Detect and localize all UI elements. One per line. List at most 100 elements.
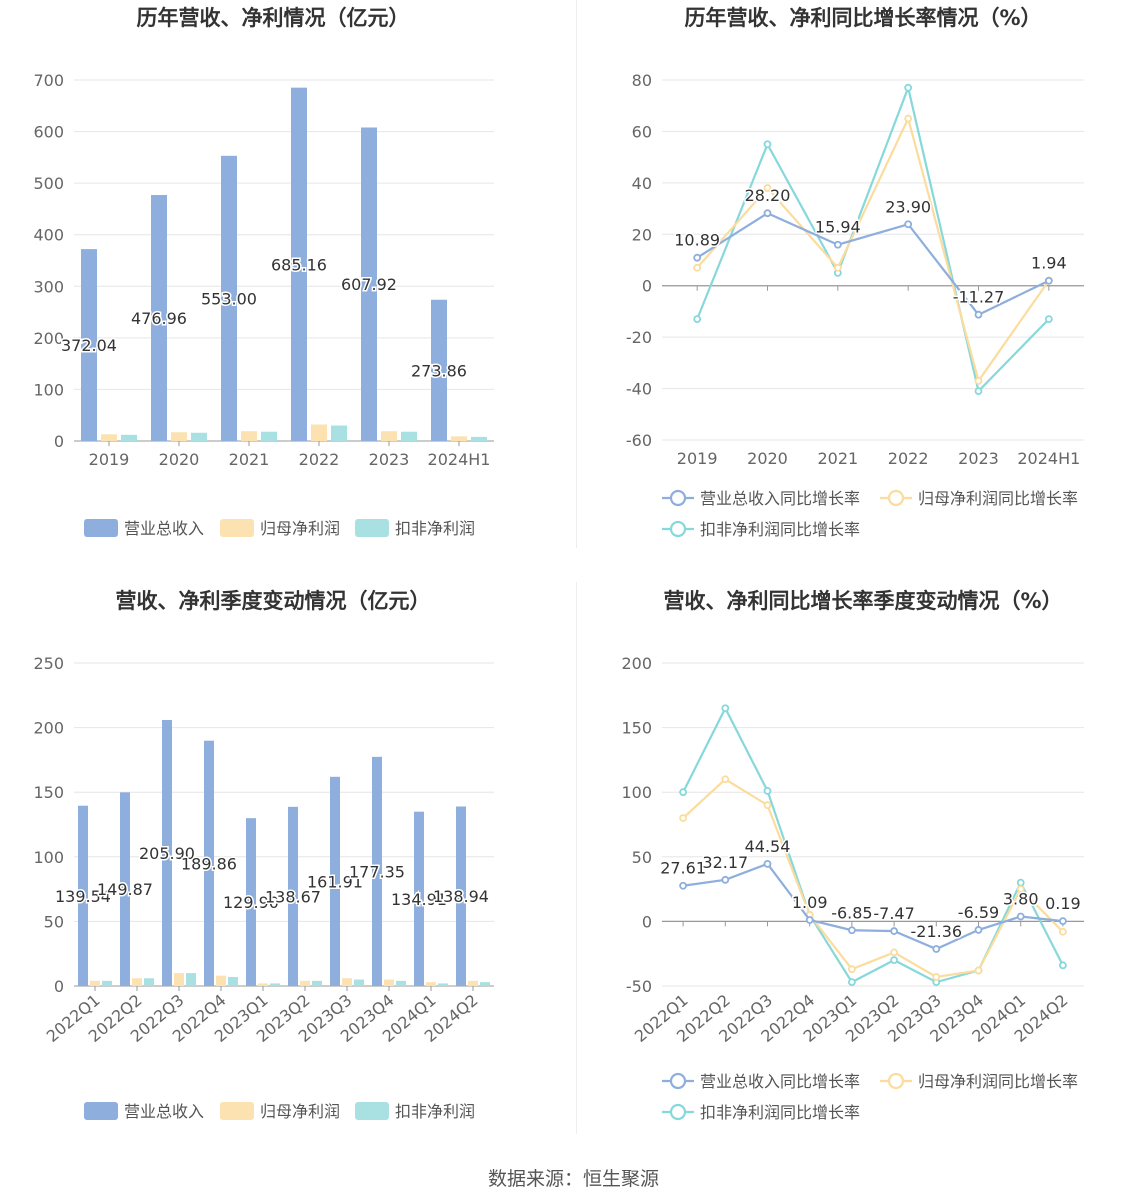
- y-tick-label: 250: [33, 654, 64, 673]
- point-revenue: [1044, 276, 1053, 285]
- data-label: 27.61: [660, 859, 706, 878]
- data-label: 15.94: [815, 218, 861, 237]
- legend-label: 扣非净利润同比增长率: [700, 520, 860, 539]
- data-label: 476.96: [131, 309, 187, 328]
- point-net-profit: [721, 775, 730, 784]
- bar-revenue: [330, 776, 340, 986]
- bar-deducted-profit: [438, 983, 448, 986]
- chart-title: 历年营收、净利情况（亿元）: [137, 6, 410, 30]
- legend-marker: [669, 489, 687, 507]
- bar-net-profit: [216, 975, 226, 986]
- bar-deducted-profit: [121, 434, 137, 441]
- bar-revenue: [414, 811, 424, 986]
- data-label: 149.87: [97, 880, 153, 899]
- y-tick-label: 40: [632, 174, 652, 193]
- point-deducted-profit: [974, 387, 983, 396]
- series-line-net-profit: [682, 777, 1064, 979]
- legend-label: 营业总收入同比增长率: [700, 1072, 860, 1091]
- y-tick-label: 0: [54, 432, 64, 451]
- legend-label: 营业总收入: [124, 1102, 204, 1121]
- legend-label: 归母净利润: [260, 519, 340, 538]
- x-tick-label: 2024H1: [428, 450, 491, 469]
- point-revenue: [974, 310, 983, 319]
- y-tick-label: 150: [621, 719, 652, 738]
- data-label: 44.54: [745, 837, 791, 856]
- data-label: 177.35: [349, 862, 405, 881]
- bar-net-profit: [132, 978, 142, 986]
- point-revenue: [890, 927, 899, 935]
- bar-revenue: [246, 818, 256, 986]
- point-revenue: [974, 926, 983, 934]
- series-line-deducted-profit: [696, 83, 1050, 394]
- bar-net-profit: [241, 431, 257, 441]
- divider-top: [576, 0, 577, 548]
- bar-deducted-profit: [186, 973, 196, 986]
- annual-growth-rate-svg: 历年营收、净利同比增长率情况（%） -60 -40 -20 0 20 40 60 80 10.8…: [626, 6, 1084, 539]
- divider-bottom: [576, 582, 577, 1134]
- x-tick-label: 2022: [888, 449, 929, 468]
- bar-revenue: [288, 806, 298, 986]
- legend-marker: [887, 1072, 905, 1090]
- data-label: 32.17: [702, 853, 748, 872]
- data-label: 10.89: [674, 231, 720, 250]
- bar-deducted-profit: [396, 980, 406, 986]
- legend-marker: [669, 1072, 687, 1090]
- bar-revenue: [456, 806, 466, 986]
- data-label: 1.94: [1031, 254, 1067, 273]
- bar-net-profit: [342, 978, 352, 986]
- bar-deducted-profit: [401, 431, 417, 441]
- point-revenue: [763, 209, 772, 218]
- point-deducted-profit: [763, 140, 772, 149]
- y-tick-label: 0: [642, 277, 652, 296]
- x-tick-label: 2020: [747, 449, 788, 468]
- data-label: 189.86: [181, 854, 237, 873]
- annual-growth-rate-chart: 历年营收、净利同比增长率情况（%） -60 -40 -20 0 20 40 60 80 10.8…: [574, 0, 1147, 580]
- point-net-profit: [833, 263, 842, 272]
- bar-net-profit: [468, 980, 478, 986]
- y-tick-label: 20: [632, 225, 652, 244]
- series-line-deducted-profit: [682, 705, 1064, 984]
- data-label: 138.67: [265, 887, 321, 906]
- bar-net-profit: [426, 982, 436, 986]
- legend-label: 营业总收入: [124, 519, 204, 538]
- point-net-profit: [763, 801, 772, 810]
- y-tick-label: 400: [33, 226, 64, 245]
- point-deducted-profit: [890, 956, 899, 965]
- y-tick-label: 50: [44, 912, 64, 931]
- x-tick-label: 2024H1: [1017, 449, 1080, 468]
- legend-marker: [887, 489, 905, 507]
- y-tick-label: 200: [621, 654, 652, 673]
- bar-revenue: [221, 155, 237, 441]
- y-tick-label: 300: [33, 277, 64, 296]
- quarterly-revenue-profit-svg: 营收、净利季度变动情况（亿元） 0 50 100 150 200 250 139.54149…: [33, 589, 494, 1121]
- point-deducted-profit: [847, 978, 856, 987]
- y-tick-label: 100: [33, 848, 64, 867]
- bar-deducted-profit: [144, 978, 154, 986]
- point-revenue: [1058, 917, 1067, 926]
- bar-deducted-profit: [270, 983, 280, 986]
- series-line-revenue: [682, 862, 1064, 951]
- bar-deducted-profit: [312, 980, 322, 986]
- bar-net-profit: [174, 973, 184, 986]
- bar-net-profit: [311, 424, 327, 441]
- data-label: -7.47: [873, 904, 914, 923]
- y-tick-label: 500: [33, 174, 64, 193]
- legend-label: 扣非净利润: [395, 1102, 475, 1121]
- data-label: -11.27: [953, 288, 1005, 307]
- point-deducted-profit: [721, 704, 730, 713]
- data-label: 553.00: [201, 289, 257, 308]
- bar-deducted-profit: [228, 976, 238, 986]
- data-label: 139.54: [55, 887, 111, 906]
- y-tick-label: 100: [621, 783, 652, 802]
- legend-swatch: [355, 519, 389, 537]
- y-tick-label: 600: [33, 123, 64, 142]
- bar-net-profit: [381, 431, 397, 441]
- bar-revenue: [78, 805, 88, 986]
- bar-deducted-profit: [191, 432, 207, 441]
- annual-revenue-profit-chart: 历年营收、净利情况（亿元） 0 100 200 300 400 500 600 700 372.…: [0, 0, 573, 580]
- point-net-profit: [932, 973, 941, 981]
- x-tick-label: 2023: [369, 450, 410, 469]
- data-label: 273.86: [411, 361, 467, 380]
- x-tick-label: 2022: [299, 450, 340, 469]
- bar-deducted-profit: [331, 425, 347, 441]
